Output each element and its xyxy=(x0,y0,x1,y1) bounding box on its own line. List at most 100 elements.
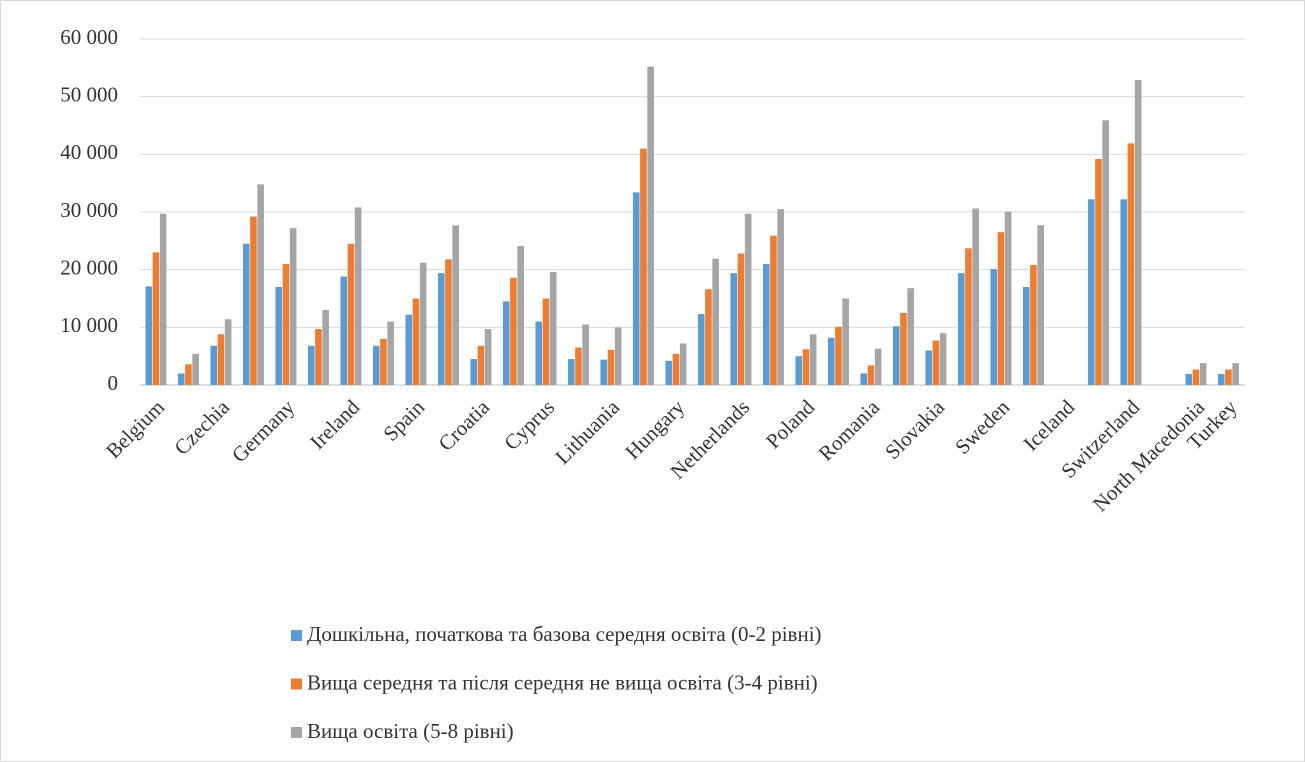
bar xyxy=(419,262,427,385)
bar xyxy=(809,334,817,385)
bar xyxy=(1232,363,1239,385)
bar xyxy=(672,353,680,385)
bar xyxy=(647,66,654,386)
bar xyxy=(159,213,167,385)
bar xyxy=(477,345,485,385)
bar xyxy=(925,350,933,385)
bar xyxy=(867,365,875,385)
bar xyxy=(567,359,575,385)
bar xyxy=(777,209,784,385)
bar xyxy=(470,359,478,385)
bar xyxy=(900,312,907,385)
bar xyxy=(614,327,622,385)
bar xyxy=(257,184,264,385)
bar xyxy=(730,273,738,385)
bar xyxy=(412,298,420,385)
bar xyxy=(275,286,283,385)
bar xyxy=(665,360,673,385)
bar xyxy=(770,235,777,385)
bar xyxy=(892,326,900,385)
bar xyxy=(152,252,160,385)
bar xyxy=(697,314,705,385)
bar xyxy=(600,359,608,385)
bar xyxy=(542,298,550,385)
bar xyxy=(705,289,712,385)
bar xyxy=(502,301,510,385)
bar xyxy=(939,333,947,385)
bar xyxy=(1087,199,1095,385)
bar xyxy=(1199,363,1207,385)
bar xyxy=(1030,265,1037,385)
bar xyxy=(737,253,745,385)
bar xyxy=(224,319,232,385)
bar xyxy=(932,340,940,385)
bar xyxy=(1185,374,1193,385)
bar xyxy=(177,373,185,385)
bar xyxy=(437,273,445,385)
bar xyxy=(582,324,589,385)
legend-swatch xyxy=(291,630,302,641)
bar xyxy=(1192,369,1200,385)
legend-label: Вища освіта (5-8 рівні) xyxy=(307,719,514,743)
bar xyxy=(744,213,752,385)
bar xyxy=(372,345,380,385)
bar xyxy=(340,276,348,385)
bar xyxy=(997,232,1005,385)
bar xyxy=(575,347,582,385)
bar xyxy=(347,243,355,385)
legend-swatch xyxy=(291,727,302,738)
bar xyxy=(405,314,413,385)
bar xyxy=(632,192,640,385)
bar xyxy=(1102,120,1109,385)
bar xyxy=(1127,143,1135,385)
bar xyxy=(1225,369,1232,385)
bar xyxy=(210,345,218,385)
bar xyxy=(1217,374,1225,385)
bar xyxy=(712,258,719,385)
bar xyxy=(965,248,972,385)
bar xyxy=(185,364,192,385)
bar xyxy=(1004,211,1012,385)
bar xyxy=(315,329,322,385)
bar xyxy=(972,208,979,385)
bar xyxy=(1095,158,1102,385)
bar xyxy=(217,334,225,385)
bar xyxy=(874,348,882,385)
bar xyxy=(835,326,842,385)
y-tick-label: 30 000 xyxy=(60,198,118,222)
bar xyxy=(1120,199,1128,385)
bar xyxy=(842,298,849,385)
bar xyxy=(907,288,914,385)
bar xyxy=(679,343,687,385)
bar xyxy=(354,207,362,385)
bar xyxy=(445,259,452,385)
bar xyxy=(762,263,770,385)
bar xyxy=(510,277,517,385)
bar xyxy=(282,263,290,385)
bar xyxy=(827,337,835,385)
legend-label: Вища середня та після середня не вища ос… xyxy=(307,670,818,694)
bar xyxy=(145,286,153,385)
bar xyxy=(607,349,615,385)
bar xyxy=(517,246,524,385)
bar xyxy=(1134,79,1142,386)
legend-label: Дошкільна, початкова та базова середня о… xyxy=(307,622,822,646)
legend-swatch xyxy=(291,678,302,690)
y-tick-label: 40 000 xyxy=(60,140,118,164)
y-tick-label: 10 000 xyxy=(60,313,118,337)
bar xyxy=(795,356,803,385)
bar xyxy=(387,321,394,385)
bar xyxy=(307,345,315,385)
y-tick-label: 0 xyxy=(108,371,119,395)
bar xyxy=(192,353,199,385)
bar xyxy=(452,225,459,385)
bar xyxy=(860,373,868,385)
bar xyxy=(802,349,810,385)
bar xyxy=(242,243,250,385)
bar xyxy=(484,329,492,385)
y-tick-label: 20 000 xyxy=(60,255,118,279)
bar xyxy=(380,338,387,385)
bar xyxy=(1022,286,1030,385)
y-tick-label: 50 000 xyxy=(60,82,118,106)
bar xyxy=(1037,225,1044,385)
